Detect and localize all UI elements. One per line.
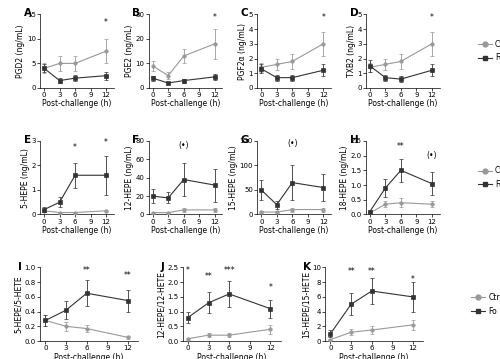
Text: C: C <box>241 9 248 18</box>
Y-axis label: 15-HEPE (ng/mL): 15-HEPE (ng/mL) <box>229 145 238 210</box>
Text: A: A <box>24 9 32 18</box>
Text: *: * <box>411 275 415 284</box>
Text: D: D <box>350 9 358 18</box>
Text: **: ** <box>347 267 355 276</box>
Y-axis label: 12-HEPE/12-HETE: 12-HEPE/12-HETE <box>156 271 166 338</box>
Text: **: ** <box>83 266 90 275</box>
Text: **: ** <box>368 267 376 276</box>
Y-axis label: 15-HEPE/15-HETE: 15-HEPE/15-HETE <box>302 271 310 338</box>
Y-axis label: PGD2 (ng/mL): PGD2 (ng/mL) <box>16 24 26 78</box>
Text: **: ** <box>124 271 132 280</box>
X-axis label: Post-challenge (h): Post-challenge (h) <box>368 99 438 108</box>
X-axis label: Post-challenge (h): Post-challenge (h) <box>151 99 220 108</box>
Y-axis label: 5-HEPE/5-HETE: 5-HEPE/5-HETE <box>14 275 23 333</box>
Y-axis label: 5-HEPE (ng/mL): 5-HEPE (ng/mL) <box>21 148 30 208</box>
Y-axis label: PGE2 (ng/mL): PGE2 (ng/mL) <box>125 25 134 77</box>
Y-axis label: 12-HEPE (ng/mL): 12-HEPE (ng/mL) <box>125 145 134 210</box>
Text: I: I <box>18 262 22 272</box>
X-axis label: Post-challenge (h): Post-challenge (h) <box>260 226 329 235</box>
Y-axis label: PGF2α (ng/mL): PGF2α (ng/mL) <box>238 23 247 80</box>
Text: E: E <box>24 135 31 145</box>
Text: G: G <box>241 135 250 145</box>
Text: (•): (•) <box>287 139 298 148</box>
Y-axis label: 18-HEPE (ng/mL): 18-HEPE (ng/mL) <box>340 145 349 210</box>
X-axis label: Post-challenge (h): Post-challenge (h) <box>54 353 124 359</box>
Legend: Ctr, Fo: Ctr, Fo <box>478 167 500 189</box>
Text: *: * <box>73 143 77 152</box>
Legend: Ctr, Fo: Ctr, Fo <box>478 40 500 62</box>
Text: *: * <box>104 18 108 27</box>
X-axis label: Post-challenge (h): Post-challenge (h) <box>340 353 409 359</box>
X-axis label: Post-challenge (h): Post-challenge (h) <box>42 99 112 108</box>
Text: B: B <box>132 9 140 18</box>
Text: ***: *** <box>224 266 235 275</box>
X-axis label: Post-challenge (h): Post-challenge (h) <box>42 226 112 235</box>
Text: **: ** <box>204 272 212 281</box>
Y-axis label: TXB2 (ng/mL): TXB2 (ng/mL) <box>346 25 356 77</box>
Text: *: * <box>212 13 216 22</box>
Text: J: J <box>161 262 165 272</box>
Legend: Ctr, Fo: Ctr, Fo <box>472 293 500 316</box>
X-axis label: Post-challenge (h): Post-challenge (h) <box>260 99 329 108</box>
X-axis label: Post-challenge (h): Post-challenge (h) <box>368 226 438 235</box>
Text: *: * <box>268 284 272 293</box>
Text: *: * <box>104 138 108 147</box>
Text: F: F <box>132 135 140 145</box>
Text: *: * <box>322 13 325 22</box>
Text: (•): (•) <box>178 141 189 150</box>
Text: (•): (•) <box>426 151 437 160</box>
X-axis label: Post-challenge (h): Post-challenge (h) <box>197 353 266 359</box>
Text: K: K <box>304 262 312 272</box>
X-axis label: Post-challenge (h): Post-challenge (h) <box>151 226 220 235</box>
Text: H: H <box>350 135 358 145</box>
Text: **: ** <box>397 142 404 151</box>
Text: *: * <box>186 266 190 275</box>
Text: *: * <box>430 13 434 22</box>
